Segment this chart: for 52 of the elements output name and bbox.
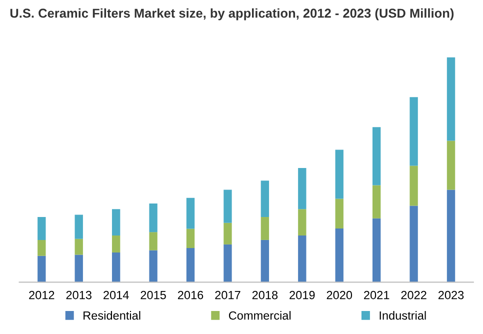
bar (149, 204, 158, 232)
x-tick-label: 2020 (326, 290, 352, 300)
bar (446, 190, 456, 282)
bar (335, 228, 344, 282)
bar (298, 168, 306, 210)
bar (74, 214, 83, 239)
chart-title: U.S. Ceramic Filters Market size, by application, 2012 - 2023 (USD Million) (10, 8, 454, 20)
x-tick-label: 2022 (401, 290, 426, 300)
x-tick-label: 2018 (252, 290, 278, 300)
bar (410, 166, 418, 206)
bar (410, 206, 418, 282)
bar (372, 127, 381, 186)
bar (74, 254, 83, 282)
x-tick-label: 2021 (364, 290, 390, 300)
bar (112, 209, 120, 236)
bar (186, 248, 195, 282)
x-tick-label: 2019 (290, 290, 315, 300)
x-tick-label: 2017 (215, 290, 240, 300)
x-tick-label: 2016 (178, 290, 204, 300)
bar (372, 218, 381, 282)
bar (335, 198, 344, 228)
legend-label: Commercial (228, 311, 291, 320)
bar (186, 228, 195, 248)
bar (38, 256, 46, 282)
bar (335, 150, 344, 199)
bar (260, 180, 270, 218)
bar (224, 244, 232, 282)
legend-label: Industrial (380, 311, 426, 320)
bar (224, 222, 232, 244)
bar (260, 217, 270, 240)
bar (446, 140, 456, 190)
bar (298, 209, 306, 236)
bar (149, 250, 158, 282)
x-tick-label: 2014 (104, 290, 129, 300)
x-tick-label: 2012 (29, 290, 54, 300)
bar (260, 240, 270, 282)
bar (186, 198, 195, 229)
bar (410, 97, 418, 166)
x-tick-label: 2015 (140, 290, 166, 300)
bar (224, 190, 232, 223)
bar (74, 238, 83, 255)
bar (149, 232, 158, 250)
bar (38, 217, 46, 240)
legend-label: Residential (84, 311, 140, 320)
bar (112, 252, 120, 282)
x-tick-label: 2023 (438, 290, 464, 300)
x-tick-label: 2013 (66, 290, 92, 300)
bar (372, 185, 381, 218)
bar (112, 235, 120, 253)
bar (446, 57, 456, 141)
bar (38, 240, 46, 256)
bar (298, 235, 306, 282)
